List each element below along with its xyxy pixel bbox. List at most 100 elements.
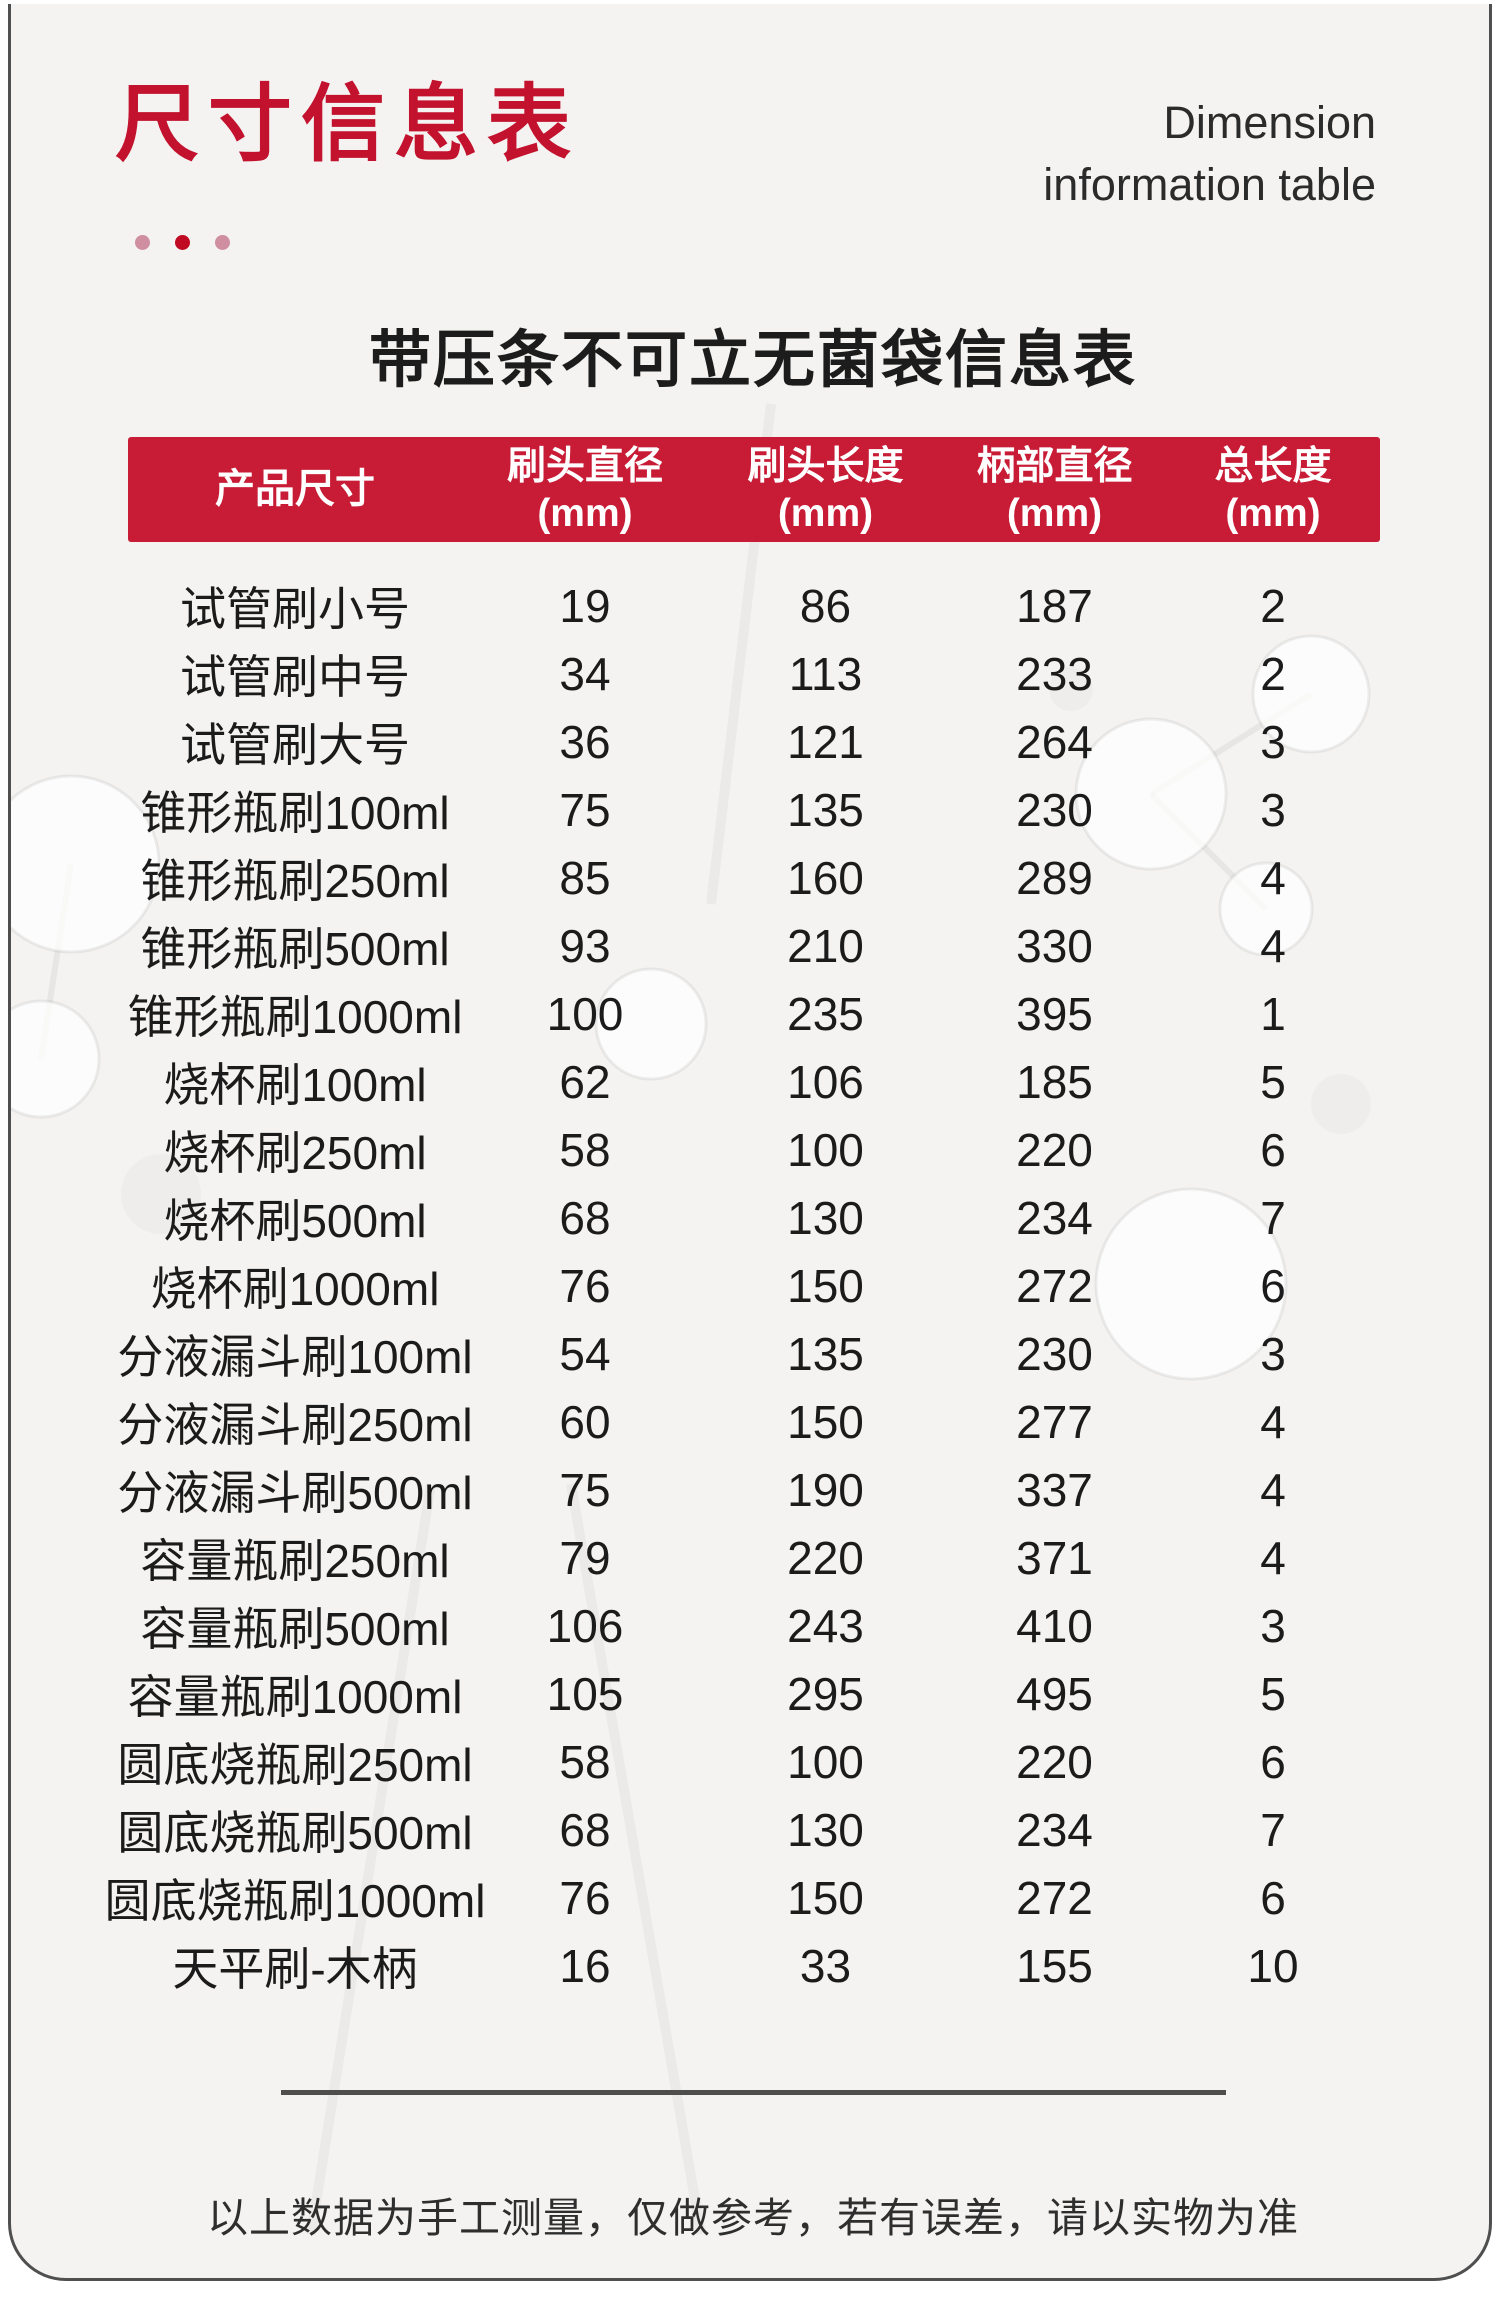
value-cell: 210 — [787, 920, 864, 972]
value-cell: 220 — [787, 1532, 864, 1584]
product-name-cell: 试管刷大号 — [180, 719, 410, 771]
value-cell: 7 — [1260, 1192, 1286, 1244]
value-cell: 395 — [1016, 988, 1093, 1040]
value-cell: 185 — [1016, 1056, 1093, 1108]
product-name-cell: 锥形瓶刷250ml — [140, 855, 450, 907]
value-cell: 220 — [1016, 1124, 1093, 1176]
product-name-cell: 试管刷中号 — [180, 651, 410, 703]
value-cell: 234 — [1016, 1804, 1093, 1856]
value-cell: 86 — [799, 580, 852, 632]
value-cell: 7 — [1260, 1804, 1286, 1856]
value-cell: 68 — [559, 1192, 611, 1244]
page-subtitle-en: Dimension information table — [1043, 92, 1376, 216]
value-cell: 150 — [787, 1260, 864, 1312]
table-row: 锥形瓶刷100ml 75 135 230 3 — [128, 776, 1380, 844]
table-row: 试管刷中号 34 113 233 2 — [128, 640, 1380, 708]
dot-red-icon — [175, 235, 190, 250]
page-title: 尺寸信息表 — [115, 77, 581, 171]
subtitle-line-1: Dimension — [1163, 97, 1376, 148]
product-name-cell: 容量瓶刷250ml — [140, 1535, 450, 1587]
table-row: 试管刷大号 36 121 264 3 — [128, 708, 1380, 776]
dot-pink-icon — [135, 235, 150, 250]
table-row: 试管刷小号 19 86 187 2 — [128, 572, 1380, 640]
value-cell: 106 — [787, 1056, 864, 1108]
value-cell: 100 — [787, 1736, 864, 1788]
value-cell: 295 — [787, 1668, 864, 1720]
product-name-cell: 烧杯刷500ml — [163, 1195, 427, 1247]
product-name-cell: 天平刷-木柄 — [172, 1943, 418, 1995]
value-cell: 371 — [1016, 1532, 1093, 1584]
value-cell: 75 — [559, 784, 611, 836]
value-cell: 2 — [1260, 580, 1286, 632]
value-cell: 113 — [788, 648, 863, 700]
value-cell: 36 — [559, 716, 611, 768]
product-name-cell: 锥形瓶刷100ml — [140, 787, 450, 839]
value-cell: 135 — [787, 1328, 864, 1380]
value-cell: 19 — [559, 580, 611, 632]
value-cell: 6 — [1260, 1736, 1286, 1788]
value-cell: 4 — [1260, 852, 1286, 904]
product-name-cell: 烧杯刷1000ml — [150, 1263, 440, 1315]
dimension-card: 尺寸信息表 Dimension information table 带压条不可立… — [8, 4, 1492, 2281]
table-row: 圆底烧瓶刷250ml 58 100 220 6 — [117, 1728, 1380, 1796]
value-cell: 272 — [1016, 1872, 1093, 1924]
table-row: 天平刷-木柄 16 33 155 10 — [128, 1932, 1380, 2000]
value-cell: 85 — [559, 852, 611, 904]
value-cell: 235 — [787, 988, 864, 1040]
value-cell: 220 — [1016, 1736, 1093, 1788]
value-cell: 62 — [559, 1056, 611, 1108]
product-name-cell: 锥形瓶刷1000ml — [127, 991, 463, 1043]
value-cell: 4 — [1260, 1396, 1286, 1448]
product-name-cell: 试管刷小号 — [180, 583, 410, 635]
column-header-brush-head-length: 刷头长度 (mm) — [747, 444, 904, 535]
value-cell: 150 — [787, 1872, 864, 1924]
table-row: 烧杯刷250ml 58 100 220 6 — [128, 1116, 1380, 1184]
value-cell: 243 — [787, 1600, 864, 1652]
table-header-row: 产品尺寸 刷头直径 (mm) 刷头长度 (mm) 柄部直径 (mm) 总长度 (… — [128, 437, 1380, 542]
value-cell: 495 — [1016, 1668, 1093, 1720]
value-cell: 130 — [787, 1192, 864, 1244]
value-cell: 135 — [787, 784, 864, 836]
value-cell: 105 — [546, 1668, 624, 1720]
product-name-cell: 分液漏斗刷100ml — [117, 1331, 473, 1383]
column-header-brush-head-diameter: 刷头直径 (mm) — [506, 444, 663, 535]
table-row: 锥形瓶刷1000ml 100 235 395 1 — [128, 980, 1380, 1048]
value-cell: 234 — [1016, 1192, 1093, 1244]
value-cell: 272 — [1016, 1260, 1093, 1312]
value-cell: 3 — [1260, 716, 1286, 768]
value-cell: 75 — [559, 1464, 611, 1516]
footer-note: 以上数据为手工测量，仅做参考，若有误差，请以实物为准 — [207, 2195, 1299, 2241]
subtitle-line-2: information table — [1043, 159, 1376, 210]
value-cell: 79 — [559, 1532, 611, 1584]
value-cell: 264 — [1016, 716, 1093, 768]
table-row: 容量瓶刷250ml 79 220 371 4 — [128, 1524, 1380, 1592]
value-cell: 58 — [559, 1124, 611, 1176]
product-name-cell: 圆底烧瓶刷500ml — [117, 1807, 473, 1859]
value-cell: 3 — [1260, 784, 1286, 836]
value-cell: 76 — [559, 1872, 611, 1924]
product-name-cell: 容量瓶刷500ml — [140, 1603, 450, 1655]
table-row: 容量瓶刷500ml 106 243 410 3 — [128, 1592, 1380, 1660]
value-cell: 60 — [559, 1396, 611, 1448]
value-cell: 100 — [546, 988, 624, 1040]
table-row: 容量瓶刷1000ml 105 295 495 5 — [128, 1660, 1380, 1728]
value-cell: 289 — [1016, 852, 1093, 904]
column-header-handle-diameter: 柄部直径 (mm) — [976, 444, 1133, 535]
value-cell: 3 — [1260, 1600, 1286, 1652]
value-cell: 3 — [1260, 1328, 1286, 1380]
value-cell: 34 — [559, 648, 611, 700]
table-row: 锥形瓶刷250ml 85 160 289 4 — [128, 844, 1380, 912]
table-row: 圆底烧瓶刷500ml 68 130 234 7 — [117, 1796, 1380, 1864]
product-name-cell: 圆底烧瓶刷250ml — [117, 1739, 473, 1791]
value-cell: 2 — [1260, 648, 1286, 700]
value-cell: 6 — [1260, 1124, 1286, 1176]
value-cell: 4 — [1260, 1532, 1286, 1584]
table-row: 分液漏斗刷250ml 60 150 277 4 — [117, 1388, 1380, 1456]
value-cell: 76 — [559, 1260, 611, 1312]
value-cell: 6 — [1260, 1872, 1286, 1924]
value-cell: 277 — [1016, 1396, 1093, 1448]
product-name-cell: 分液漏斗刷500ml — [117, 1467, 473, 1519]
value-cell: 330 — [1016, 920, 1093, 972]
table-row: 分液漏斗刷500ml 75 190 337 4 — [117, 1456, 1380, 1524]
column-header-total-length: 总长度 (mm) — [1214, 444, 1332, 535]
